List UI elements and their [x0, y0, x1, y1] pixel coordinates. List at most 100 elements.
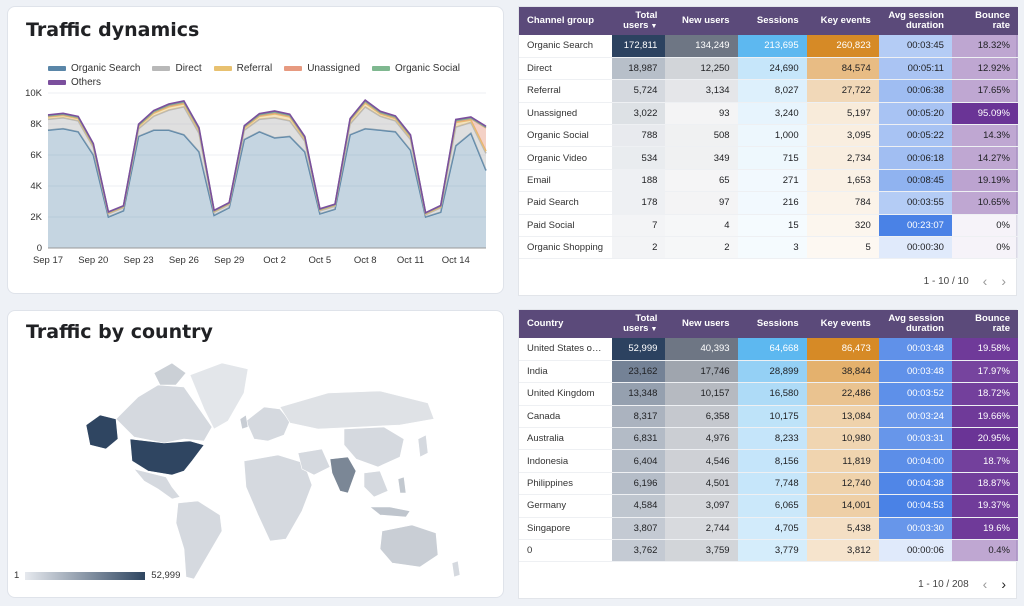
column-header[interactable]: Channel group: [519, 7, 612, 35]
table-row[interactable]: Germany 4,584 3,097 6,065 14,001 00:04:53 19.3…: [519, 494, 1018, 518]
table-row[interactable]: 0 3,762 3,759 3,779 3,812 00:00:06 0.4%: [519, 539, 1018, 563]
table-row[interactable]: Indonesia 6,404 4,546 8,156 11,819 00:04:00 18…: [519, 449, 1018, 473]
value-cell: 0%: [951, 236, 1018, 260]
column-header-label: Key events: [820, 15, 871, 26]
world-map[interactable]: [8, 311, 505, 599]
legend-item[interactable]: Organic Social: [372, 63, 460, 74]
table-row[interactable]: Organic Search 172,811 134,249 213,695 260,8…: [519, 35, 1018, 58]
legend-item[interactable]: Unassigned: [284, 63, 360, 74]
series-area[interactable]: [48, 128, 486, 248]
row-label-cell: Organic Social: [519, 124, 612, 148]
column-header[interactable]: Country: [519, 310, 612, 338]
column-header[interactable]: Sessions: [737, 310, 807, 338]
sort-down-icon[interactable]: ▼: [650, 325, 658, 333]
table-row[interactable]: Organic Video 534 349 715 2,734 00:06:18 14.27…: [519, 146, 1018, 170]
column-header-label: Total users: [623, 9, 658, 31]
table-row[interactable]: Australia 6,831 4,976 8,233 10,980 00:03:31 20…: [519, 427, 1018, 451]
map-indonesia: [369, 506, 411, 518]
chevron-right-icon[interactable]: ›: [1001, 273, 1006, 289]
y-tick-label: 10K: [25, 88, 43, 99]
table-row[interactable]: Philippines 6,196 4,501 7,748 12,740 00:04:38…: [519, 472, 1018, 496]
map-usa: [129, 438, 205, 476]
legend-item[interactable]: Direct: [152, 63, 202, 74]
value-cell: 6,196: [611, 472, 666, 496]
chevron-left-icon[interactable]: ‹: [982, 273, 988, 289]
legend-label: Organic Search: [71, 63, 141, 74]
traffic-area-chart[interactable]: 0 2K 4K 6K 8K 10K Sep 17 Sep 20 Sep 23 Sep 26 Sep …: [8, 7, 505, 295]
value-cell: 40,393: [665, 338, 738, 361]
value-cell: 1,653: [806, 169, 879, 193]
x-tick-label: Oct 5: [309, 255, 332, 266]
legend-item[interactable]: Organic Search: [48, 63, 140, 74]
column-header[interactable]: Bounce rate: [951, 310, 1018, 338]
table-row[interactable]: United States of ... 52,999 40,393 64,668 86…: [519, 338, 1018, 361]
value-cell: 65: [665, 169, 738, 193]
channel-group-table: Channel group Total users ▼ New users Sessio…: [518, 6, 1018, 296]
value-cell: 19.37%: [951, 494, 1018, 518]
value-cell: 19.58%: [951, 338, 1018, 361]
value-cell: 213,695: [737, 35, 807, 58]
sort-down-icon[interactable]: ▼: [650, 22, 658, 30]
chevron-right-icon[interactable]: ›: [1001, 576, 1006, 592]
table-row[interactable]: Singapore 3,807 2,744 4,705 5,438 00:03:30 19.…: [519, 517, 1018, 541]
column-header-label: Country: [527, 318, 564, 329]
row-label-cell: Australia: [519, 427, 612, 451]
value-cell: 00:03:30: [878, 517, 952, 541]
traffic-by-country-title: Traffic by country: [26, 321, 213, 343]
table-row[interactable]: India 23,162 17,746 28,899 38,844 00:03:48 17.…: [519, 360, 1018, 384]
value-cell: 715: [737, 146, 807, 170]
value-cell: 00:08:45: [878, 169, 952, 193]
map-japan: [417, 434, 429, 458]
legend-item[interactable]: Others: [48, 77, 101, 88]
column-header[interactable]: Avg session duration: [878, 7, 952, 35]
column-header[interactable]: Total users ▼: [611, 7, 666, 35]
legend-label: Organic Social: [395, 63, 461, 74]
column-header[interactable]: New users: [665, 310, 738, 338]
row-label-cell: Singapore: [519, 517, 612, 541]
table-row[interactable]: Paid Social 7 4 15 320 00:23:07 0%: [519, 214, 1018, 238]
value-cell: 00:23:07: [878, 214, 952, 238]
value-cell: 3,022: [611, 102, 666, 126]
column-header[interactable]: Bounce rate: [951, 7, 1018, 35]
column-header[interactable]: Avg session duration: [878, 310, 952, 338]
map-china: [343, 426, 405, 468]
value-cell: 27,722: [806, 79, 879, 103]
table-row[interactable]: Email 188 65 271 1,653 00:08:45 19.19%: [519, 169, 1018, 193]
y-tick-label: 0: [37, 243, 42, 254]
value-cell: 172,811: [611, 35, 666, 58]
map-australia: [379, 524, 439, 568]
series-line: [47, 127, 487, 219]
series-area[interactable]: [48, 106, 486, 217]
channel-table-grid: Channel group Total users ▼ New users Sessio…: [519, 7, 1018, 260]
value-cell: 52,999: [611, 338, 666, 361]
table-row[interactable]: Paid Search 178 97 216 784 00:03:55 10.65%: [519, 191, 1018, 215]
value-cell: 19.6%: [951, 517, 1018, 541]
column-header-label: Key events: [820, 318, 871, 329]
table-row[interactable]: Direct 18,987 12,250 24,690 84,574 00:05:11 12…: [519, 57, 1018, 81]
table-row[interactable]: Canada 8,317 6,358 10,175 13,084 00:03:24 19.6…: [519, 405, 1018, 429]
value-cell: 3,807: [611, 517, 666, 541]
table-row[interactable]: Unassigned 3,022 93 3,240 5,197 00:05:20 95.09…: [519, 102, 1018, 126]
table-row[interactable]: Organic Social 788 508 1,000 3,095 00:05:22 14…: [519, 124, 1018, 148]
value-cell: 4,501: [665, 472, 738, 496]
value-cell: 19.19%: [951, 169, 1018, 193]
legend-item[interactable]: Referral: [213, 63, 272, 74]
column-header[interactable]: Total users ▼: [611, 310, 666, 338]
chevron-left-icon[interactable]: ‹: [982, 576, 988, 592]
column-header-label: New users: [682, 318, 730, 329]
legend-swatch: [284, 66, 303, 71]
value-cell: 10,175: [737, 405, 807, 429]
legend-label: Unassigned: [307, 63, 360, 74]
column-header[interactable]: Key events: [806, 310, 879, 338]
column-header-label: Channel group: [527, 15, 595, 26]
x-tick-label: Oct 11: [397, 255, 424, 266]
column-header[interactable]: Key events: [806, 7, 879, 35]
table-row[interactable]: United Kingdom 13,348 10,157 16,580 22,486 00…: [519, 382, 1018, 406]
table-row[interactable]: Organic Shopping 2 2 3 5 00:00:30 0%: [519, 236, 1018, 260]
column-header[interactable]: New users: [665, 7, 738, 35]
row-label-cell: 0: [519, 539, 612, 563]
column-header-label: Sessions: [756, 318, 799, 329]
value-cell: 24,690: [737, 57, 807, 81]
column-header[interactable]: Sessions: [737, 7, 807, 35]
table-row[interactable]: Referral 5,724 3,134 8,027 27,722 00:06:38 17.…: [519, 79, 1018, 103]
